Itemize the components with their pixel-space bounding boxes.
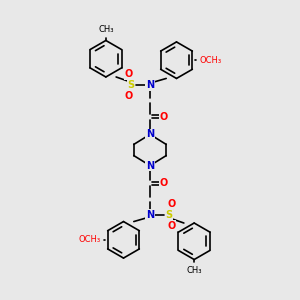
Text: CH₃: CH₃ — [98, 25, 114, 34]
Text: N: N — [146, 129, 154, 140]
Text: N: N — [146, 210, 154, 220]
Text: OCH₃: OCH₃ — [199, 56, 221, 65]
Text: O: O — [124, 92, 133, 101]
Text: S: S — [127, 80, 134, 90]
Text: O: O — [167, 221, 175, 231]
Text: S: S — [166, 210, 173, 220]
Text: N: N — [146, 160, 154, 171]
Text: O: O — [159, 112, 167, 122]
Text: O: O — [167, 199, 175, 208]
Text: O: O — [124, 69, 133, 79]
Text: CH₃: CH₃ — [186, 266, 202, 275]
Text: N: N — [146, 80, 154, 90]
Text: OCH₃: OCH₃ — [79, 235, 101, 244]
Text: O: O — [159, 178, 167, 188]
